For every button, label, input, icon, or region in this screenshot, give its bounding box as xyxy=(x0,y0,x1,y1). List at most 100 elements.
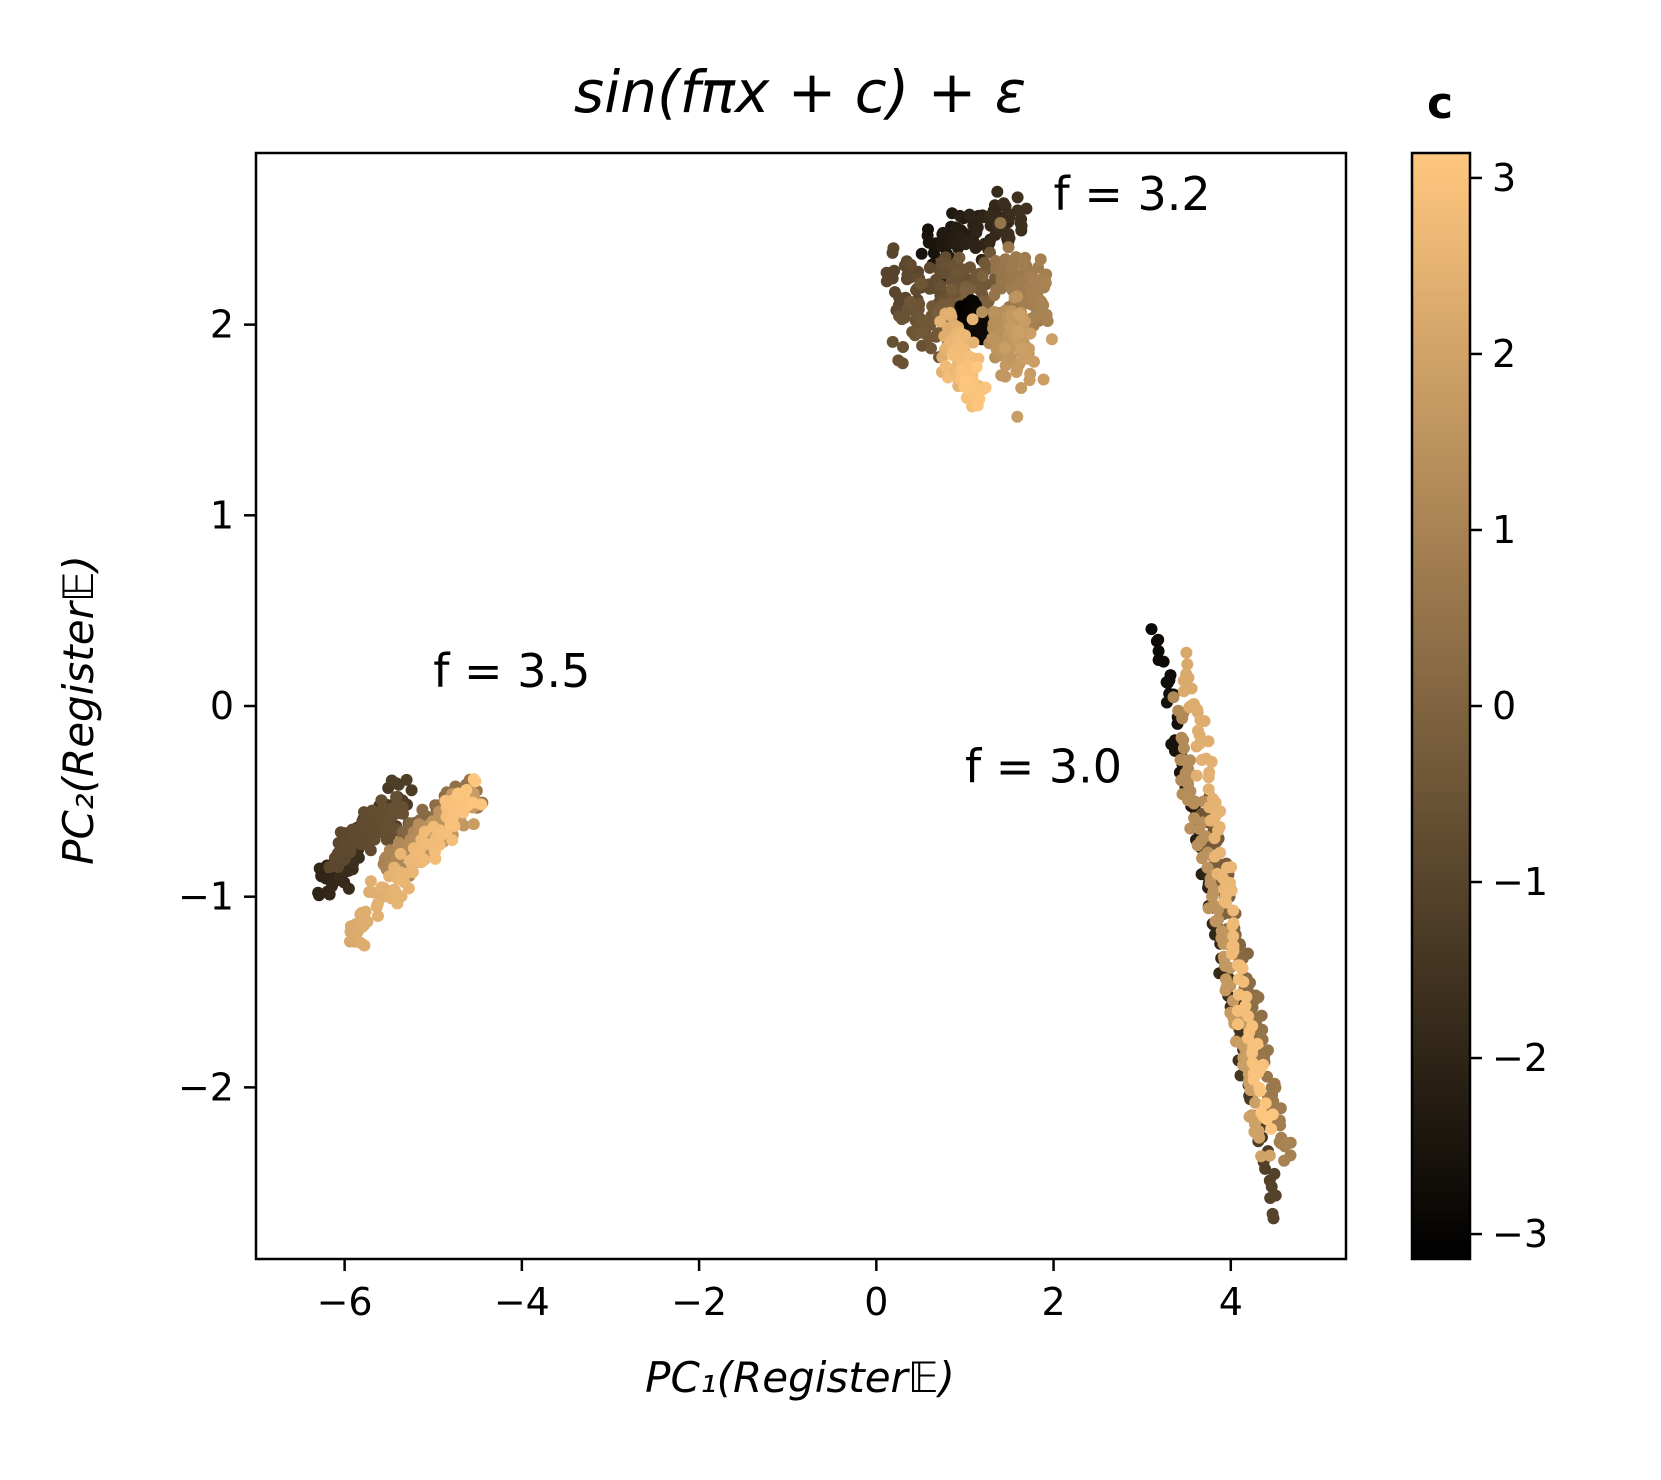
data-point xyxy=(1003,232,1016,245)
data-point xyxy=(934,315,947,328)
data-point xyxy=(941,371,954,384)
data-point xyxy=(397,807,409,820)
data-point xyxy=(897,341,909,353)
data-point xyxy=(1266,1108,1279,1121)
data-point xyxy=(1192,724,1204,737)
data-point xyxy=(326,880,338,893)
data-point xyxy=(467,818,480,831)
annotations: f = 3.2 f = 3.5 f = 3.0 xyxy=(433,167,1210,793)
data-point xyxy=(1247,1073,1260,1086)
data-point xyxy=(959,284,971,297)
data-point xyxy=(475,798,488,811)
data-point xyxy=(1274,1119,1287,1132)
data-point xyxy=(1016,258,1029,271)
data-point xyxy=(1227,904,1240,917)
data-point xyxy=(1232,1018,1244,1031)
data-point xyxy=(1027,287,1039,300)
y-tick-label: −1 xyxy=(178,875,234,919)
data-point xyxy=(375,794,388,807)
data-point xyxy=(895,313,908,326)
data-point xyxy=(394,866,407,879)
data-point xyxy=(999,342,1012,355)
data-point xyxy=(1253,1131,1266,1144)
data-point xyxy=(452,787,464,800)
data-point xyxy=(1177,742,1190,755)
colorbar-title: c xyxy=(1427,78,1453,129)
data-point xyxy=(959,374,972,387)
data-point xyxy=(1237,975,1250,988)
data-point xyxy=(1259,1097,1272,1110)
data-point xyxy=(955,363,968,376)
data-point xyxy=(1242,1032,1255,1045)
data-point xyxy=(1263,1149,1276,1162)
data-point xyxy=(1254,1085,1267,1098)
data-point xyxy=(997,197,1010,210)
data-point xyxy=(383,844,396,857)
data-point xyxy=(970,226,983,239)
data-point xyxy=(1249,1096,1262,1109)
data-point xyxy=(1212,903,1224,916)
data-point xyxy=(416,803,429,816)
data-point xyxy=(402,882,415,895)
data-point xyxy=(886,335,899,348)
data-point xyxy=(1281,1137,1293,1149)
data-point xyxy=(976,270,989,282)
data-point xyxy=(1145,623,1158,636)
data-point xyxy=(1221,861,1234,874)
data-point xyxy=(1011,191,1024,204)
data-point xyxy=(1268,1077,1281,1090)
cluster-annotation: f = 3.5 xyxy=(433,644,590,698)
data-point xyxy=(1184,785,1197,798)
data-point xyxy=(364,844,377,857)
data-point xyxy=(418,837,431,850)
data-point xyxy=(925,342,937,355)
data-point xyxy=(953,251,966,264)
data-point xyxy=(1037,373,1050,386)
data-point xyxy=(1029,311,1042,324)
data-point xyxy=(1010,366,1023,378)
colorbar-tick-label: −1 xyxy=(1492,860,1548,904)
data-point xyxy=(1219,984,1232,997)
data-point xyxy=(1187,797,1200,810)
data-point xyxy=(915,326,928,339)
data-point xyxy=(922,223,934,236)
data-point xyxy=(1184,754,1196,767)
data-point xyxy=(1190,769,1203,782)
data-point xyxy=(1013,307,1026,320)
data-point xyxy=(943,297,956,310)
data-point xyxy=(950,266,963,279)
chart-title: sin(fπx + c) + ε xyxy=(574,58,1026,126)
y-tick-label: −2 xyxy=(178,1065,234,1109)
data-point xyxy=(964,261,976,274)
data-point xyxy=(400,773,413,786)
data-point xyxy=(1184,822,1197,835)
data-point xyxy=(939,360,952,373)
data-point xyxy=(1191,839,1204,852)
data-point xyxy=(1152,633,1165,646)
x-tick-label: −6 xyxy=(317,1280,373,1324)
data-point xyxy=(433,838,446,851)
colorbar xyxy=(1410,151,1472,1261)
data-point xyxy=(1167,691,1180,704)
data-point xyxy=(1021,352,1034,365)
data-point xyxy=(386,806,399,819)
data-point xyxy=(949,221,962,234)
data-point xyxy=(359,905,372,918)
data-point xyxy=(915,247,928,260)
data-point xyxy=(1177,685,1190,698)
colorbar-tick-label: 1 xyxy=(1492,508,1516,552)
data-point xyxy=(358,939,371,952)
data-point xyxy=(914,312,927,325)
data-point xyxy=(979,381,992,394)
x-tick-label: 2 xyxy=(1041,1280,1065,1324)
data-point xyxy=(1265,1122,1278,1135)
y-axis: −2 −1 0 1 2 xyxy=(178,303,256,1109)
data-point xyxy=(1214,846,1227,859)
x-tick-label: 4 xyxy=(1219,1280,1243,1324)
data-point xyxy=(1194,714,1207,726)
data-point xyxy=(946,349,959,361)
data-point xyxy=(1152,645,1165,658)
data-point xyxy=(904,271,917,284)
